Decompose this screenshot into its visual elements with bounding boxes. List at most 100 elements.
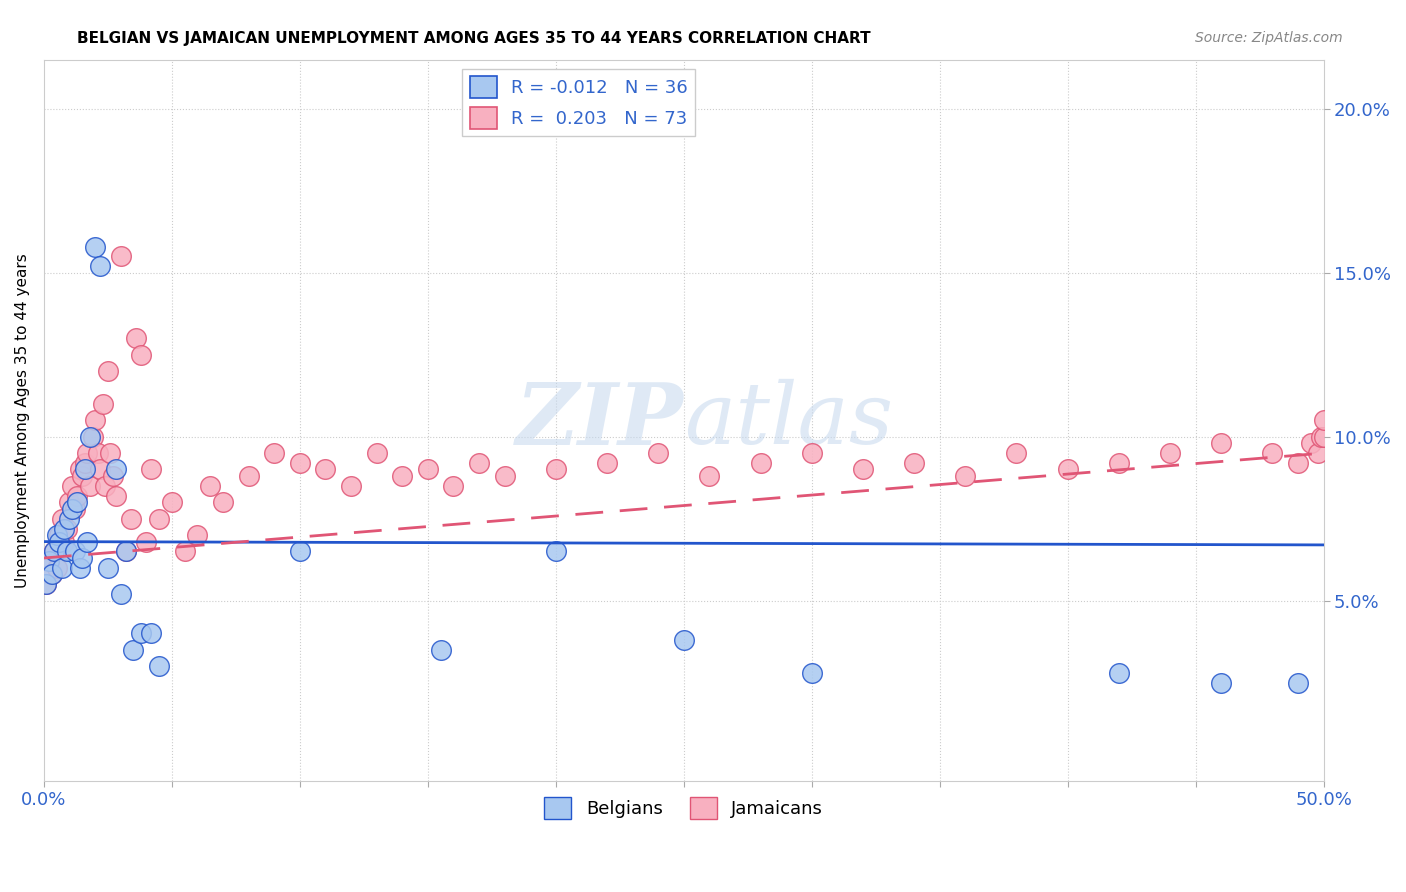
Point bbox=[141, 462, 163, 476]
Point bbox=[60, 479, 83, 493]
Point bbox=[800, 665, 823, 680]
Point bbox=[63, 544, 86, 558]
Point bbox=[238, 469, 260, 483]
Point bbox=[45, 528, 67, 542]
Point bbox=[69, 561, 91, 575]
Point bbox=[38, 554, 60, 568]
Point bbox=[35, 577, 58, 591]
Point bbox=[441, 479, 464, 493]
Point bbox=[89, 259, 111, 273]
Point bbox=[1308, 446, 1330, 460]
Point bbox=[51, 561, 73, 575]
Point bbox=[1005, 446, 1028, 460]
Point bbox=[852, 462, 875, 476]
Point bbox=[148, 511, 170, 525]
Point bbox=[114, 544, 136, 558]
Point bbox=[129, 626, 152, 640]
Point bbox=[72, 469, 94, 483]
Point bbox=[84, 413, 107, 427]
Point bbox=[53, 521, 76, 535]
Point bbox=[544, 462, 567, 476]
Point bbox=[66, 489, 89, 503]
Y-axis label: Unemployment Among Ages 35 to 44 years: Unemployment Among Ages 35 to 44 years bbox=[15, 253, 30, 588]
Text: Source: ZipAtlas.com: Source: ZipAtlas.com bbox=[1195, 31, 1343, 45]
Point bbox=[45, 561, 67, 575]
Point bbox=[1261, 446, 1284, 460]
Point bbox=[66, 495, 89, 509]
Point bbox=[89, 462, 111, 476]
Point bbox=[1108, 456, 1130, 470]
Point bbox=[903, 456, 925, 470]
Point bbox=[104, 462, 127, 476]
Point bbox=[104, 489, 127, 503]
Point bbox=[60, 501, 83, 516]
Point bbox=[288, 456, 311, 470]
Point bbox=[186, 528, 208, 542]
Point bbox=[41, 567, 63, 582]
Point bbox=[129, 348, 152, 362]
Point bbox=[1310, 430, 1333, 444]
Point bbox=[94, 479, 117, 493]
Point bbox=[72, 551, 94, 566]
Point bbox=[800, 446, 823, 460]
Point bbox=[148, 659, 170, 673]
Point bbox=[1312, 430, 1334, 444]
Point bbox=[51, 511, 73, 525]
Point bbox=[672, 632, 695, 647]
Point bbox=[391, 469, 413, 483]
Point bbox=[63, 501, 86, 516]
Point bbox=[38, 554, 60, 568]
Point bbox=[1286, 456, 1309, 470]
Text: BELGIAN VS JAMAICAN UNEMPLOYMENT AMONG AGES 35 TO 44 YEARS CORRELATION CHART: BELGIAN VS JAMAICAN UNEMPLOYMENT AMONG A… bbox=[77, 31, 870, 46]
Point bbox=[263, 446, 285, 460]
Point bbox=[101, 469, 124, 483]
Point bbox=[200, 479, 222, 493]
Point bbox=[84, 239, 107, 253]
Point bbox=[79, 430, 101, 444]
Point bbox=[1211, 436, 1233, 450]
Point bbox=[97, 561, 120, 575]
Point bbox=[1312, 413, 1334, 427]
Point bbox=[647, 446, 669, 460]
Point bbox=[416, 462, 439, 476]
Point bbox=[56, 521, 79, 535]
Point bbox=[73, 462, 96, 476]
Point bbox=[56, 544, 79, 558]
Point bbox=[110, 249, 132, 263]
Point bbox=[97, 364, 120, 378]
Point bbox=[125, 331, 148, 345]
Point bbox=[122, 643, 145, 657]
Point bbox=[114, 544, 136, 558]
Point bbox=[42, 544, 65, 558]
Point bbox=[1056, 462, 1078, 476]
Legend: Belgians, Jamaicans: Belgians, Jamaicans bbox=[537, 789, 831, 826]
Point bbox=[141, 626, 163, 640]
Point bbox=[82, 430, 104, 444]
Point bbox=[212, 495, 235, 509]
Point bbox=[1108, 665, 1130, 680]
Point bbox=[699, 469, 721, 483]
Point bbox=[76, 446, 98, 460]
Point bbox=[340, 479, 363, 493]
Point bbox=[58, 511, 80, 525]
Point bbox=[53, 534, 76, 549]
Point bbox=[1299, 436, 1322, 450]
Point bbox=[160, 495, 183, 509]
Text: atlas: atlas bbox=[683, 379, 893, 462]
Point bbox=[35, 577, 58, 591]
Point bbox=[749, 456, 772, 470]
Point bbox=[288, 544, 311, 558]
Point bbox=[596, 456, 619, 470]
Point bbox=[173, 544, 195, 558]
Point bbox=[73, 456, 96, 470]
Point bbox=[955, 469, 977, 483]
Point bbox=[58, 495, 80, 509]
Point bbox=[1159, 446, 1181, 460]
Point bbox=[100, 446, 122, 460]
Text: ZIP: ZIP bbox=[516, 378, 683, 462]
Point bbox=[366, 446, 388, 460]
Point bbox=[120, 511, 142, 525]
Point bbox=[48, 528, 70, 542]
Point bbox=[429, 643, 451, 657]
Point bbox=[1211, 675, 1233, 690]
